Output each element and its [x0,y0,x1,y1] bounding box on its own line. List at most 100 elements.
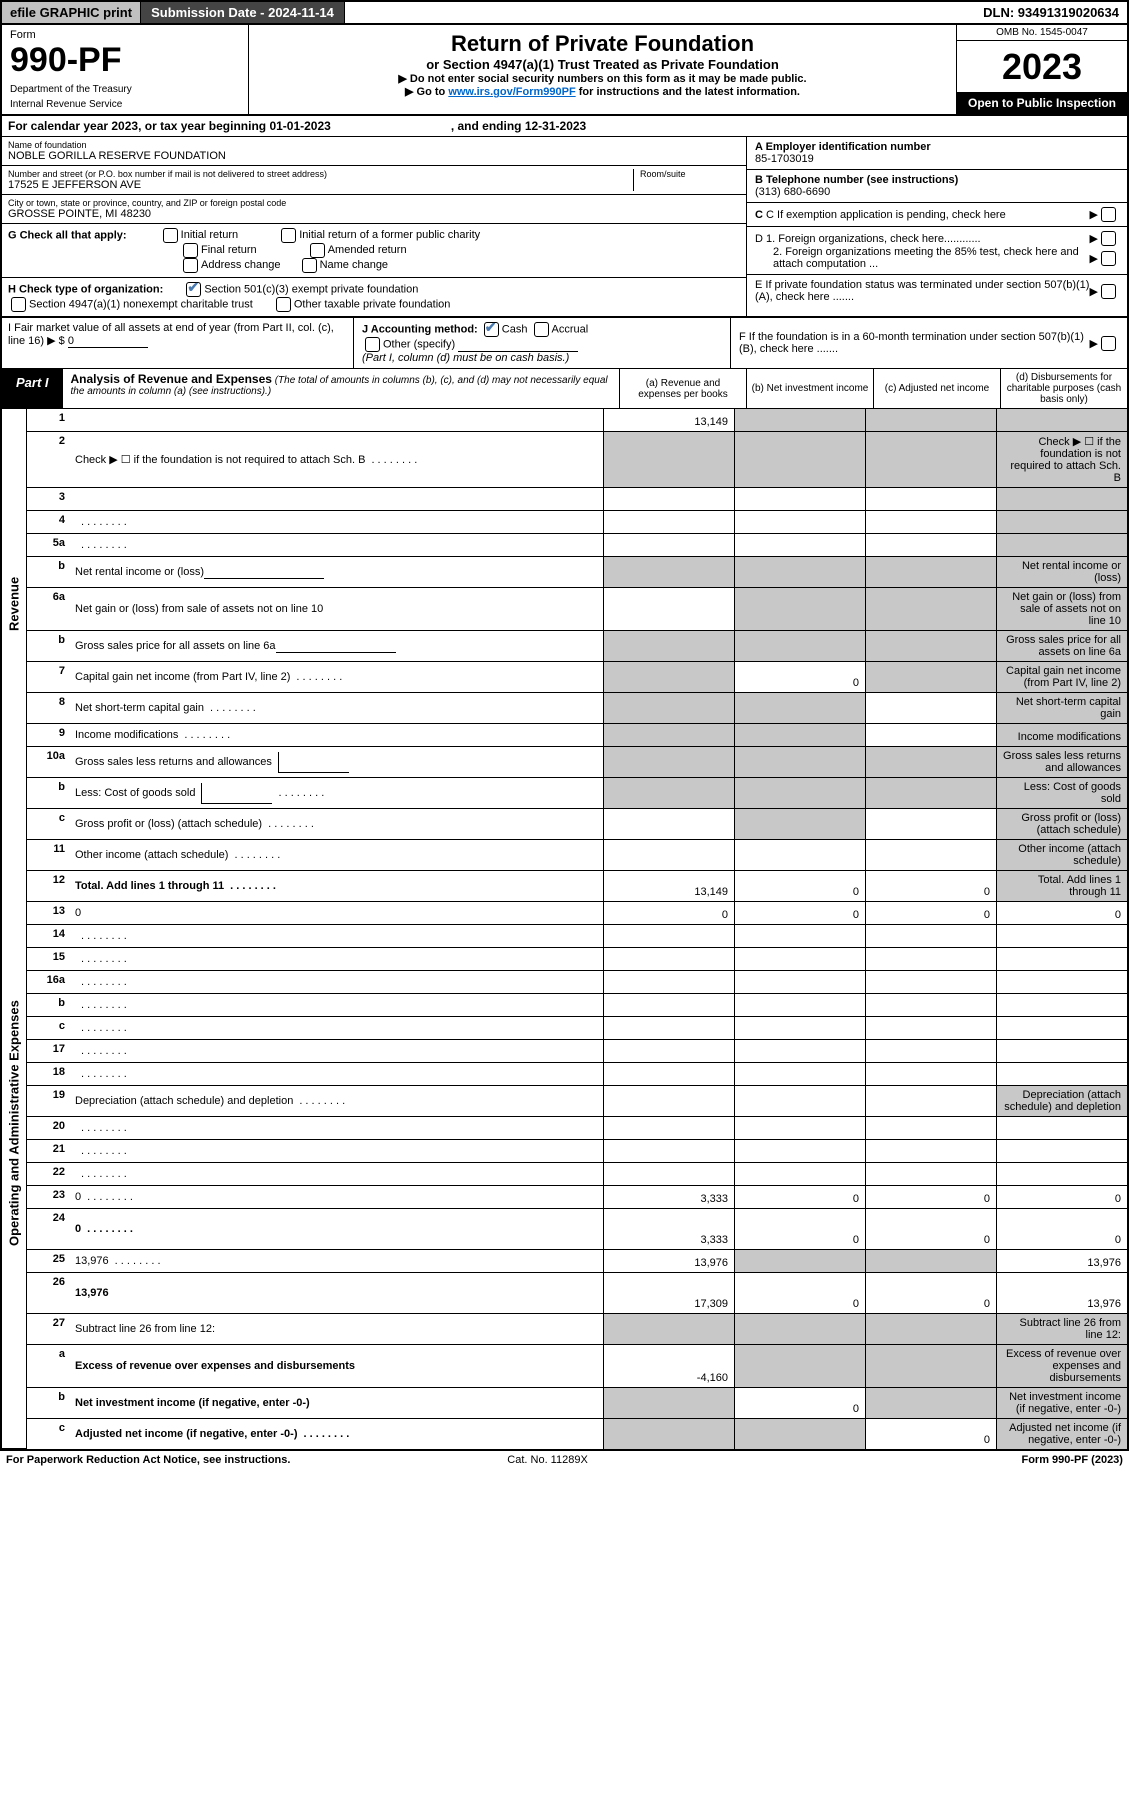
cell-b [734,1140,865,1162]
cell-b: 0 [734,662,865,692]
cell-a: 13,976 [603,1250,734,1272]
opt-addr-change: Address change [201,259,281,271]
checkbox-cash[interactable] [484,322,499,337]
cell-d: Less: Cost of goods sold [996,778,1127,808]
cell-d: Check ▶ ☐ if the foundation is not requi… [996,432,1127,487]
city-cell: City or town, state or province, country… [2,195,746,224]
cell-a [603,662,734,692]
cell-c [865,1117,996,1139]
cell-b [734,1163,865,1185]
j-label: J Accounting method: [362,323,478,335]
checkbox-former-public[interactable] [281,228,296,243]
row-description: Income modifications . . . . . . . . [69,724,603,746]
row-description: Net investment income (if negative, ente… [69,1388,603,1418]
row-description [69,409,603,431]
part1-header: Part I Analysis of Revenue and Expenses … [2,369,1127,409]
footer-cat: Cat. No. 11289X [507,1454,588,1466]
cell-c: 0 [865,1209,996,1249]
header-right: OMB No. 1545-0047 2023 Open to Public In… [956,25,1127,114]
form-header: Form 990-PF Department of the Treasury I… [2,25,1127,116]
calendar-end: , and ending 12-31-2023 [451,119,586,133]
page-footer: For Paperwork Reduction Act Notice, see … [0,1451,1129,1469]
table-row: 12Total. Add lines 1 through 11 . . . . … [27,871,1127,902]
col-c-head: (c) Adjusted net income [873,369,1000,408]
row-number: 5a [27,534,69,556]
checkbox-other-method[interactable] [365,337,380,352]
foundation-name: NOBLE GORILLA RESERVE FOUNDATION [8,150,740,162]
cell-a [603,925,734,947]
cell-b [734,693,865,723]
cell-a [603,1163,734,1185]
cell-c [865,1388,996,1418]
foundation-address: 17525 E JEFFERSON AVE [8,179,633,191]
checkbox-final-return[interactable] [183,243,198,258]
checkbox-60month[interactable] [1101,336,1116,351]
checkbox-foreign-org[interactable] [1101,231,1116,246]
checkbox-initial-return[interactable] [163,228,178,243]
cell-a [603,1063,734,1085]
phone-cell: B Telephone number (see instructions) (3… [747,170,1127,203]
cell-b [734,488,865,510]
checkbox-4947[interactable] [11,297,26,312]
table-row: b . . . . . . . . [27,994,1127,1017]
row-description: Depreciation (attach schedule) and deple… [69,1086,603,1116]
f-label: F If the foundation is in a 60-month ter… [739,331,1090,355]
cell-c [865,534,996,556]
row-number: 17 [27,1040,69,1062]
fmv-value: 0 [68,335,148,348]
cell-a: 17,309 [603,1273,734,1313]
cell-b [734,724,865,746]
cell-d: Gross profit or (loss) (attach schedule) [996,809,1127,839]
cell-b [734,840,865,870]
row-description: Other income (attach schedule) . . . . .… [69,840,603,870]
cell-d: Other income (attach schedule) [996,840,1127,870]
checkbox-accrual[interactable] [534,322,549,337]
c-cell: C C If exemption application is pending,… [747,203,1127,227]
checkbox-other-taxable[interactable] [276,297,291,312]
row-number: b [27,631,69,661]
foundation-city: GROSSE POINTE, MI 48230 [8,208,740,220]
cell-a [603,778,734,808]
e-label: E If private foundation status was termi… [755,279,1090,303]
checkbox-amended[interactable] [310,243,325,258]
cell-c [865,557,996,587]
cell-c [865,948,996,970]
topbar: efile GRAPHIC print Submission Date - 20… [2,2,1127,25]
cell-a [603,747,734,777]
opt-name-change: Name change [320,259,389,271]
checkbox-501c3[interactable] [186,282,201,297]
cell-c [865,1345,996,1387]
part1-table: Revenue Operating and Administrative Exp… [2,409,1127,1449]
table-row: 27Subtract line 26 from line 12:Subtract… [27,1314,1127,1345]
row-description: Net rental income or (loss) [69,557,603,587]
header-center: Return of Private Foundation or Section … [249,25,956,114]
irs-link[interactable]: www.irs.gov/Form990PF [448,86,575,98]
cell-b [734,1345,865,1387]
checkbox-exemption-pending[interactable] [1101,207,1116,222]
row-description: Net gain or (loss) from sale of assets n… [69,588,603,630]
j-other: Other (specify) [383,338,455,350]
cell-b: 0 [734,1186,865,1208]
cell-d: Gross sales less returns and allowances [996,747,1127,777]
cell-d [996,1163,1127,1185]
checkbox-address-change[interactable] [183,258,198,273]
cell-d [996,409,1127,431]
cell-a [603,557,734,587]
h-opt3: Other taxable private foundation [294,298,451,310]
calendar-begin: For calendar year 2023, or tax year begi… [8,119,331,133]
row-number: 18 [27,1063,69,1085]
cell-a: 3,333 [603,1209,734,1249]
cell-b: 0 [734,1209,865,1249]
row-description: 0 [69,902,603,924]
checkbox-status-terminated[interactable] [1101,284,1116,299]
cell-c [865,1063,996,1085]
table-row: 113,149 [27,409,1127,432]
j-cash: Cash [502,323,528,335]
table-row: 2Check ▶ ☐ if the foundation is not requ… [27,432,1127,488]
checkbox-85pct[interactable] [1101,251,1116,266]
table-row: 20 . . . . . . . . [27,1117,1127,1140]
cell-c: 0 [865,871,996,901]
section-j: J Accounting method: Cash Accrual Other … [353,318,730,368]
cell-b: 0 [734,902,865,924]
checkbox-name-change[interactable] [302,258,317,273]
